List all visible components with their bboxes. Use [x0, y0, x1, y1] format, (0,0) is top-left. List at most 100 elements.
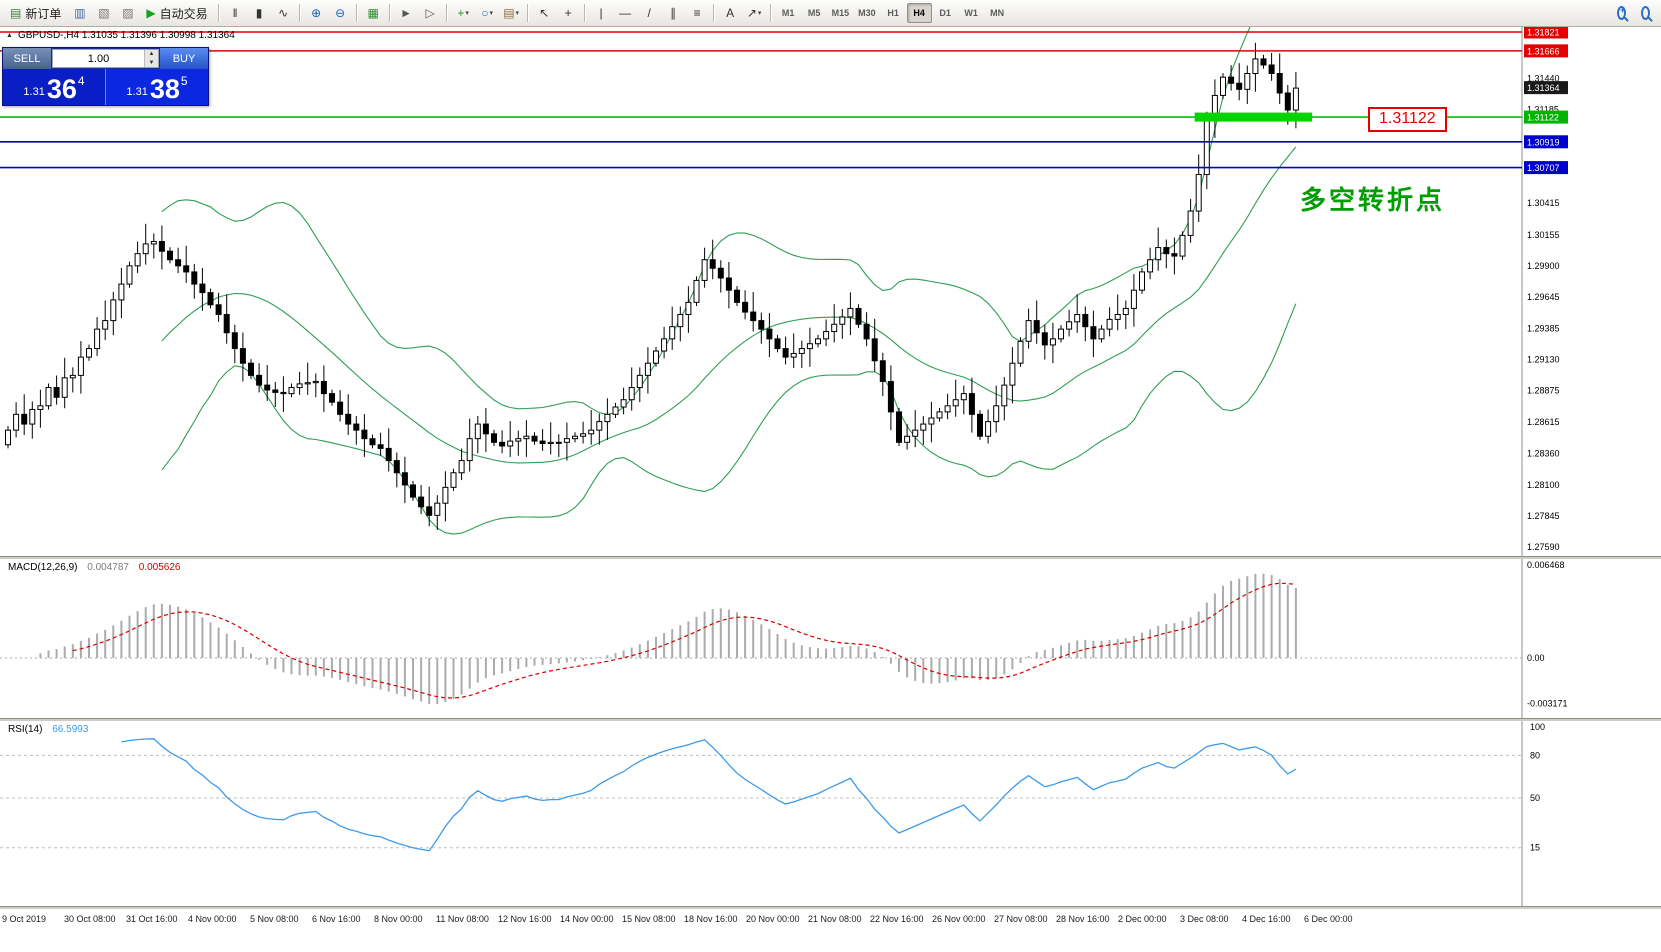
toolbar-separator	[445, 4, 448, 22]
tf-m15[interactable]: M15	[828, 3, 854, 23]
symbol-search-icon	[1617, 5, 1626, 20]
line-chart-icon[interactable]: ∿	[272, 2, 295, 24]
crosshair-icon[interactable]: +	[557, 2, 580, 24]
time-label: 15 Nov 08:00	[622, 914, 676, 924]
time-label: 27 Nov 08:00	[994, 914, 1048, 924]
one-click-trading-panel: SELL ▲ ▼ BUY 1.31 36 4 1.31 38 5	[2, 47, 209, 106]
macd-signal-line	[72, 582, 1296, 699]
terminal-icon-glyph: ▨	[122, 6, 134, 20]
navigator-icon[interactable]: ▧	[92, 2, 115, 24]
terminal-icon[interactable]: ▨	[116, 2, 139, 24]
periods-icon[interactable]: ○ ▾	[476, 2, 499, 24]
vertical-line-icon-glyph: |	[599, 6, 603, 20]
tf-d1[interactable]: D1	[933, 3, 958, 23]
candlestick-icon[interactable]: ▮	[248, 2, 271, 24]
time-label: 4 Dec 16:00	[1242, 914, 1291, 924]
chart-shift-icon[interactable]: ▷	[419, 2, 442, 24]
macd-pane[interactable]: 0.006468 0.00 -0.003171	[0, 559, 1661, 718]
volume-spinner: ▲ ▼	[144, 50, 158, 67]
rsi-value: 66.5993	[52, 724, 89, 735]
autotrade-button-label: 自动交易	[159, 6, 208, 21]
price-tick-label: 1.28615	[1527, 417, 1560, 427]
price-tick-label: 1.30415	[1527, 198, 1560, 208]
price-level-callout[interactable]: 1.31122	[1368, 107, 1447, 132]
price-tick-label: 1.29130	[1527, 355, 1560, 365]
sell-button[interactable]: SELL	[3, 48, 51, 69]
trendline-icon[interactable]: /	[638, 2, 661, 24]
time-label: 26 Nov 00:00	[932, 914, 986, 924]
bar-chart-icon[interactable]: ‖	[224, 2, 247, 24]
price-tick-label: 1.27845	[1527, 511, 1560, 521]
bollinger-upper	[161, 27, 1251, 415]
tf-h1[interactable]: H1	[881, 3, 906, 23]
cursor-icon-glyph: ↖	[539, 6, 550, 20]
cursor-icon[interactable]: ↖	[533, 2, 556, 24]
new-order-button[interactable]: ▤ 新订单	[4, 2, 67, 24]
indicators-icon[interactable]: + ▾	[452, 2, 475, 24]
trendline-icon-glyph: /	[647, 6, 651, 20]
pane-separator[interactable]	[0, 556, 1661, 559]
tf-m30[interactable]: M30	[854, 3, 880, 23]
rsi-axis-label: 15	[1530, 843, 1540, 853]
volume-down-icon[interactable]: ▼	[148, 59, 155, 66]
pane-separator[interactable]	[0, 718, 1661, 721]
price-tag	[1524, 44, 1568, 58]
volume-input[interactable]	[53, 50, 144, 67]
symbol-header: ▲ GBPUSD-,H4 1.31035 1.31396 1.30998 1.3…	[6, 30, 235, 41]
time-axis[interactable]: 9 Oct 2019 30 Oct 08:00 31 Oct 16:00 4 Nov …	[0, 909, 1661, 952]
macd-header: MACD(12,26,9) 0.004787 0.005626	[8, 562, 180, 573]
buy-price-button[interactable]: 1.31 38 5	[106, 69, 208, 105]
candlestick-icon-glyph: ▮	[255, 6, 263, 20]
new-order-button-label: 新订单	[25, 6, 62, 21]
market-watch-icon[interactable]: ▥	[68, 2, 91, 24]
rsi-axis-label: 80	[1530, 750, 1540, 760]
macd-axis-label: 0.006468	[1527, 560, 1565, 570]
arrows-icon[interactable]: ↗ ▾	[743, 2, 766, 24]
fibonacci-icon[interactable]: ≡	[686, 2, 709, 24]
find-icon[interactable]	[1634, 2, 1657, 24]
market-watch-icon-glyph: ▥	[74, 6, 86, 20]
vertical-line-icon[interactable]: |	[590, 2, 613, 24]
autotrade-button[interactable]: ▶ 自动交易	[140, 2, 213, 24]
symbol-search-icon[interactable]	[1610, 2, 1633, 24]
text-icon[interactable]: A	[719, 2, 742, 24]
tile-windows-icon-glyph: ▦	[367, 6, 379, 20]
line-chart-icon-glyph: ∿	[278, 6, 289, 20]
tf-w1[interactable]: W1	[959, 3, 984, 23]
rsi-pane[interactable]: 100 80 50 15	[0, 721, 1661, 906]
tf-m1[interactable]: M1	[776, 3, 801, 23]
zoom-out-icon[interactable]: ⊖	[329, 2, 352, 24]
time-label: 28 Nov 16:00	[1056, 914, 1110, 924]
crosshair-icon-glyph: +	[564, 6, 572, 20]
rsi-line	[121, 738, 1297, 852]
time-label: 31 Oct 16:00	[126, 914, 178, 924]
horizontal-line-icon[interactable]: —	[614, 2, 637, 24]
zoom-in-icon[interactable]: ⊕	[305, 2, 328, 24]
time-label: 18 Nov 16:00	[684, 914, 738, 924]
price-tag	[1524, 110, 1568, 124]
tf-h4[interactable]: H4	[906, 3, 932, 23]
highlight-segment[interactable]	[1194, 112, 1313, 122]
buy-button[interactable]: BUY	[160, 48, 208, 69]
time-label: 11 Nov 08:00	[436, 914, 489, 924]
text-icon-glyph: A	[726, 6, 735, 20]
channel-icon[interactable]: ∥	[662, 2, 685, 24]
collapse-panel-icon[interactable]: ▲	[6, 32, 13, 39]
price-tick-label: 1.31440	[1527, 73, 1560, 83]
tile-windows-icon[interactable]: ▦	[362, 2, 385, 24]
auto-scroll-icon[interactable]: ►	[395, 2, 418, 24]
svg-text:1.31122: 1.31122	[1527, 113, 1559, 123]
sell-price-button[interactable]: 1.31 36 4	[3, 69, 106, 105]
price-tick-label: 1.29900	[1527, 261, 1560, 271]
tf-m5[interactable]: M5	[802, 3, 827, 23]
templates-icon[interactable]: ▤ ▾	[500, 2, 523, 24]
tf-mn[interactable]: MN	[985, 3, 1010, 23]
fibonacci-icon-glyph: ≡	[693, 6, 701, 20]
sell-price-big: 36	[46, 74, 77, 105]
toolbar-separator	[217, 4, 220, 22]
price-tick-label: 1.29645	[1527, 292, 1560, 302]
volume-up-icon[interactable]: ▲	[148, 51, 155, 58]
toolbar-separator	[583, 4, 586, 22]
dropdown-caret-icon: ▾	[515, 10, 520, 17]
